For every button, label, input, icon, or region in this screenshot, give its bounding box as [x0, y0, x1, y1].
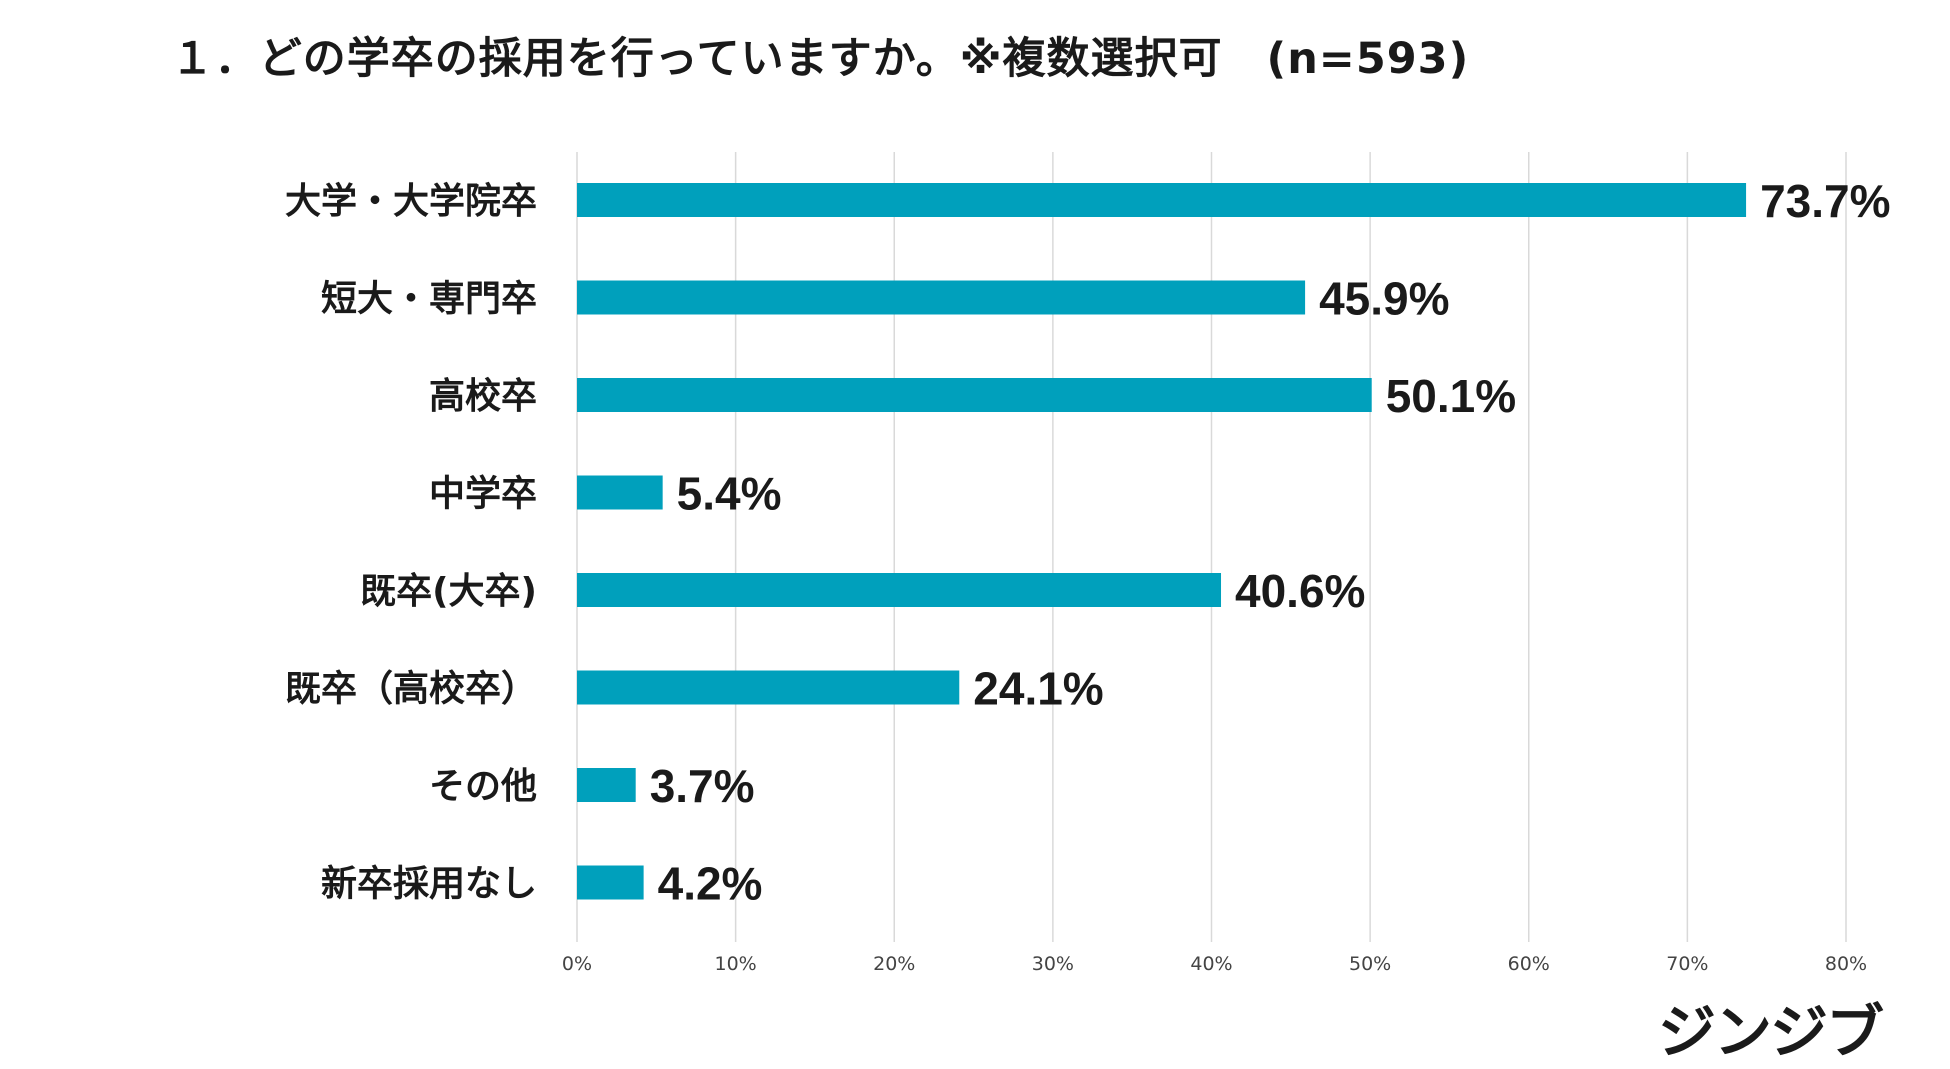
data-label: 24.1%	[973, 663, 1103, 715]
bar	[577, 475, 663, 510]
value-labels: 73.7% 45.9% 50.1% 5.4% 40.6% 24.1% 3.7% 4.2%	[650, 175, 1891, 910]
bar	[577, 378, 1372, 412]
bar	[577, 183, 1747, 217]
data-label: 50.1%	[1386, 370, 1516, 422]
category-label: 高校卒	[429, 376, 537, 417]
data-label: 4.2%	[658, 858, 763, 910]
category-label: 短大・専門卒	[321, 279, 537, 320]
category-label: 既卒（高校卒）	[285, 669, 537, 710]
data-label: 40.6%	[1235, 565, 1365, 617]
data-label: 3.7%	[650, 760, 755, 812]
category-label: 大学・大学院卒	[285, 180, 537, 222]
category-label: 既卒(大卒)	[360, 571, 537, 612]
x-tick-label: 40%	[1190, 953, 1232, 975]
x-tick-label: 80%	[1825, 953, 1867, 975]
bar	[577, 280, 1306, 315]
category-label: その他	[429, 766, 537, 807]
category-label: 中学卒	[429, 473, 537, 515]
bar	[577, 768, 636, 802]
x-tick-label: 50%	[1349, 953, 1391, 975]
x-tick-label: 0%	[562, 953, 592, 975]
x-axis-ticks: 0% 10% 20% 30% 40% 50% 60% 70% 80%	[562, 953, 1867, 975]
data-label: 45.9%	[1319, 273, 1449, 325]
x-tick-label: 60%	[1508, 953, 1550, 975]
x-tick-label: 10%	[715, 953, 757, 975]
bars	[577, 183, 1747, 900]
gridlines	[576, 152, 1847, 942]
chart-title: １．どの学卒の採用を行っていますか。※複数選択可 (n=593)	[170, 34, 1470, 84]
brand-logo: ジンジブ	[1657, 998, 1884, 1066]
x-tick-label: 30%	[1032, 953, 1074, 975]
x-tick-label: 70%	[1666, 953, 1708, 975]
category-label: 新卒採用なし	[321, 864, 537, 905]
data-label: 73.7%	[1760, 175, 1890, 227]
bar	[577, 670, 960, 705]
bar	[577, 865, 644, 900]
bar	[577, 573, 1222, 607]
data-label: 5.4%	[677, 468, 782, 520]
x-tick-label: 20%	[873, 953, 915, 975]
